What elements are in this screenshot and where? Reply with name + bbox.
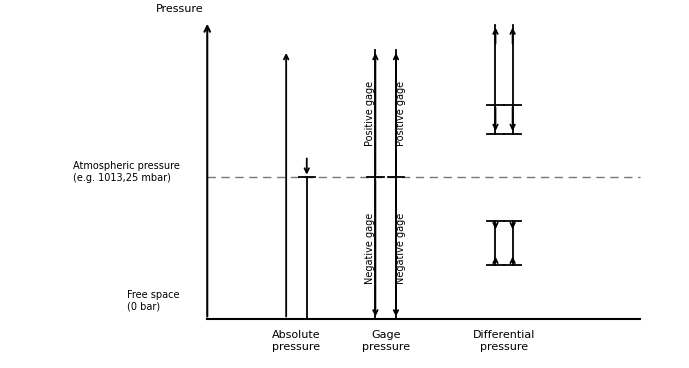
Text: Negative gage: Negative gage [396,213,407,284]
Text: Negative gage: Negative gage [365,213,375,284]
Text: Positive gage: Positive gage [365,81,375,146]
Text: Gage
pressure: Gage pressure [362,330,410,352]
Text: Pressure: Pressure [156,4,204,14]
Text: Positive gage: Positive gage [396,81,407,146]
Text: Atmospheric pressure
(e.g. 1013,25 mbar): Atmospheric pressure (e.g. 1013,25 mbar) [73,161,180,183]
Text: Absolute
pressure: Absolute pressure [272,330,321,352]
Text: Differential
pressure: Differential pressure [473,330,535,352]
Text: Free space
(0 bar): Free space (0 bar) [127,290,180,312]
